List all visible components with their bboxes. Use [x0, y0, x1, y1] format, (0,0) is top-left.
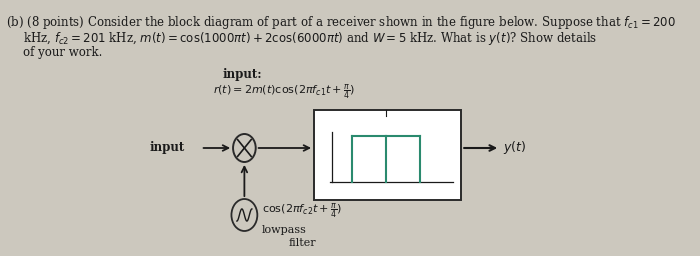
- Text: of your work.: of your work.: [22, 46, 102, 59]
- Text: 1: 1: [323, 132, 330, 141]
- Text: filter: filter: [288, 238, 316, 248]
- Text: input: input: [150, 142, 185, 155]
- Text: W: W: [416, 186, 425, 194]
- Text: 0: 0: [384, 186, 389, 194]
- Text: f: f: [455, 185, 458, 194]
- Text: -W: -W: [347, 186, 358, 194]
- Text: (b) (8 points) Consider the block diagram of part of a receiver shown in the fig: (b) (8 points) Consider the block diagra…: [6, 14, 676, 31]
- Bar: [314, 110, 461, 200]
- Text: H(f): H(f): [377, 115, 398, 124]
- Text: lowpass: lowpass: [262, 225, 307, 235]
- Text: kHz, $f_{c2} = 201$ kHz, $m(t) = \cos(1000\pi t) + 2 \cos(6000\pi t)$ and $W = 5: kHz, $f_{c2} = 201$ kHz, $m(t) = \cos(10…: [22, 30, 597, 47]
- Text: input:: input:: [223, 68, 262, 81]
- Text: 0: 0: [323, 177, 330, 187]
- Text: $\cos(2\pi f_{c2}t + \frac{\pi}{4})$: $\cos(2\pi f_{c2}t + \frac{\pi}{4})$: [262, 201, 342, 220]
- Text: $y(t)$: $y(t)$: [503, 140, 526, 156]
- Text: $r(t) = 2m(t)\cos(2\pi f_{c1}t + \frac{\pi}{4})$: $r(t) = 2m(t)\cos(2\pi f_{c1}t + \frac{\…: [213, 82, 355, 101]
